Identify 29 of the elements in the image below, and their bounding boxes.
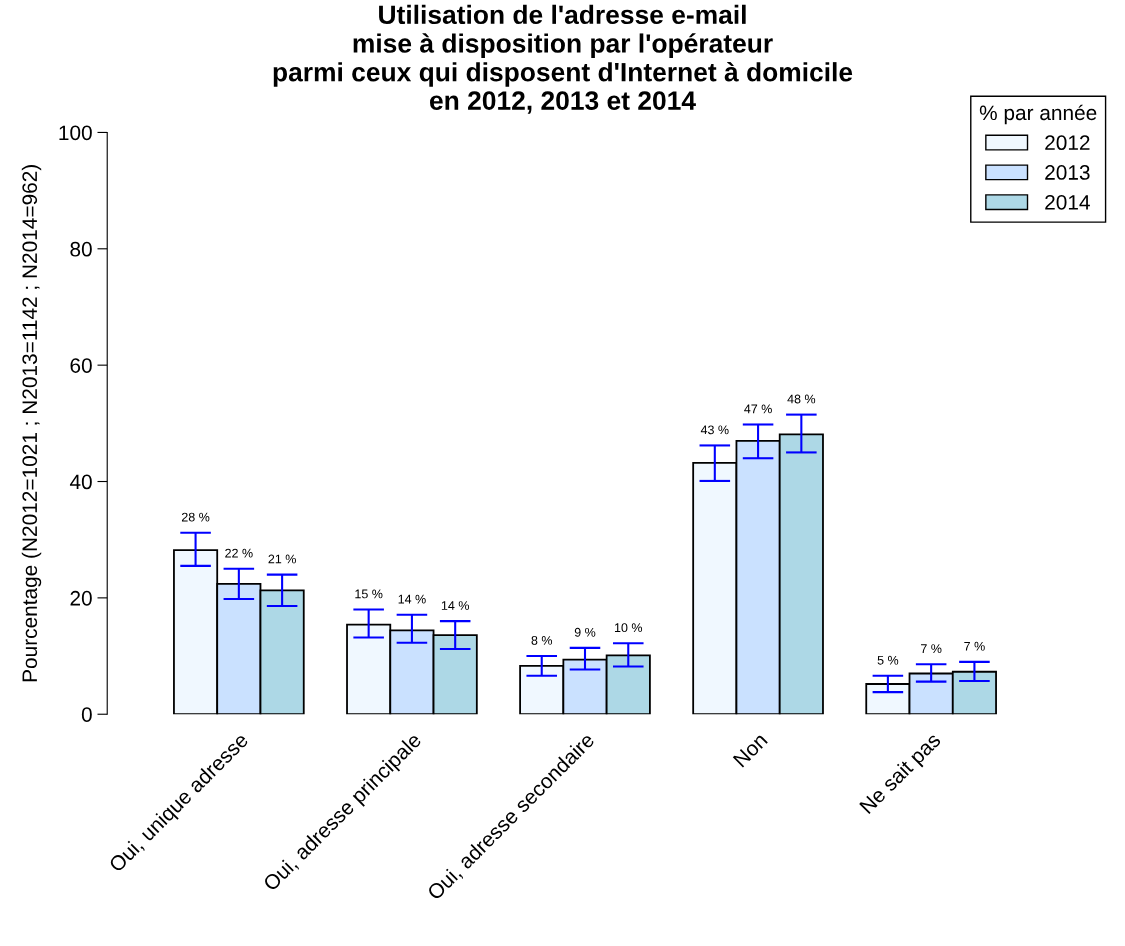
data-label: 14 % (398, 594, 426, 604)
data-label: 43 % (700, 425, 729, 435)
legend-title: % par année (979, 104, 1097, 125)
data-label: 47 % (744, 404, 772, 414)
y-tick-label: 0 (81, 707, 92, 722)
legend-label: 2014 (1045, 194, 1090, 210)
data-label: 15 % (355, 589, 383, 599)
y-axis-title: Pourcentage (N2012=1021 ; N2013=1142 ; N2014=962) (21, 165, 42, 682)
data-label: 7 % (964, 641, 985, 651)
y-tick-label: 20 (70, 590, 92, 606)
y-tick-label: 40 (69, 474, 92, 490)
data-label: 7 % (921, 644, 942, 653)
data-label: 48 % (787, 394, 816, 404)
data-label: 22 % (225, 548, 253, 558)
x-tick-label: Ne sait pas (858, 731, 945, 818)
data-label: 9 % (574, 627, 596, 637)
x-tick-label: Non (732, 732, 768, 768)
data-label: 28 % (181, 512, 210, 522)
data-label: 21 % (268, 554, 296, 564)
data-label: 14 % (441, 601, 469, 610)
legend-label: 2013 (1045, 165, 1090, 180)
data-label: 8 % (531, 636, 553, 645)
chart-title: Utilisation de l'adresse e-mail mise à disposition par l'opérateur parmi ceux qui disposent d'Internet à domicile en 2012, 2013 et 2014 (273, 4, 853, 114)
y-tick-label: 100 (59, 125, 92, 141)
y-tick-label: 80 (70, 241, 92, 257)
data-label: 10 % (614, 623, 643, 633)
y-tick-label: 60 (70, 358, 92, 373)
legend-label: 2012 (1045, 135, 1090, 151)
data-label: 5 % (877, 655, 899, 665)
